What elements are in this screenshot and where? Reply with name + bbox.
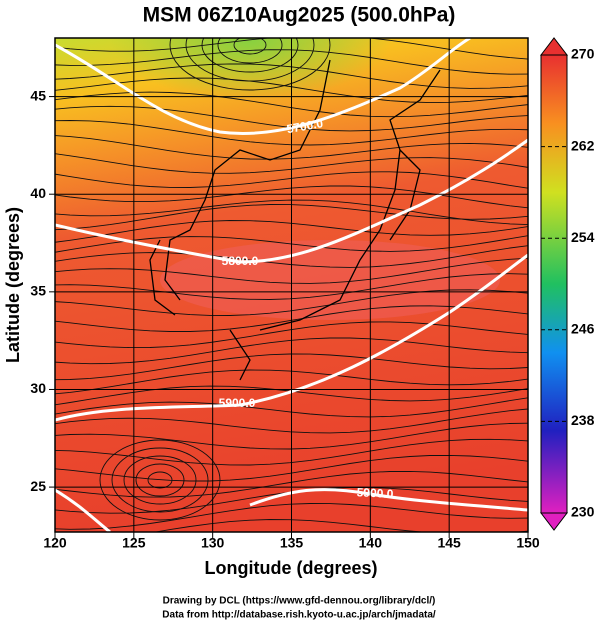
footer-line: Data from http://database.rish.kyoto-u.a… <box>162 610 436 621</box>
streamline <box>55 470 528 498</box>
x-axis-label: Longitude (degrees) <box>204 558 377 578</box>
vortex-streamline <box>111 447 209 513</box>
x-tick-label: 145 <box>437 535 461 551</box>
x-tick-label: 120 <box>43 535 67 551</box>
streamline <box>55 245 528 268</box>
colorbar-scale <box>540 54 568 514</box>
contour-line <box>55 253 528 422</box>
colorbar-tick-label: 230 <box>571 504 595 520</box>
vortex-streamline <box>233 38 267 55</box>
colorbar: 230 238 246 254 262 270 <box>539 37 595 531</box>
streamline <box>55 321 528 349</box>
streamline <box>55 273 528 300</box>
streamline <box>55 204 528 231</box>
colorbar-top-extension <box>539 37 569 56</box>
warm-band <box>160 240 500 320</box>
streamline <box>55 199 528 225</box>
streamline <box>55 422 528 450</box>
x-tick-label: 140 <box>359 535 383 551</box>
vortex-streamline <box>147 471 173 489</box>
contour-label: 5700.0 <box>286 116 325 136</box>
vortex-streamline <box>99 439 221 521</box>
contour-labels: 5700.0 5800.0 5900.0 5900.0 <box>219 116 394 501</box>
contours <box>55 38 528 532</box>
streamline <box>55 153 528 174</box>
streamline <box>55 289 528 316</box>
colorbar-tick-label: 262 <box>571 137 595 153</box>
streamline <box>55 135 528 160</box>
colorbar-tick-label: 238 <box>571 412 595 428</box>
streamline <box>55 337 528 365</box>
contour-label: 5900.0 <box>356 485 394 501</box>
y-tick-label: 30 <box>30 380 46 396</box>
axes: 120 125 130 135 140 145 150 25 30 35 40 45 <box>30 87 539 550</box>
y-tick-label: 25 <box>30 478 46 494</box>
streamline <box>55 105 528 132</box>
streamline <box>55 220 528 243</box>
streamline <box>55 77 528 104</box>
streamline <box>55 503 528 530</box>
vortex-streamline <box>217 38 283 64</box>
streamline <box>55 257 528 284</box>
streamline <box>55 369 528 395</box>
streamline <box>55 171 528 189</box>
streamline <box>55 487 528 514</box>
colorbar-tick-label: 270 <box>571 46 595 62</box>
streamline <box>55 454 528 482</box>
streamlines <box>55 38 528 532</box>
colorbar-tick-label: 254 <box>571 229 595 245</box>
vortex-streamline <box>169 38 331 91</box>
y-axis-label: Latitude (degrees) <box>3 207 23 363</box>
colorbar-bottom-extension <box>539 512 569 531</box>
colorbar-tick-label: 246 <box>571 321 595 337</box>
coastline <box>149 59 441 381</box>
contour-label: 5900.0 <box>219 396 256 410</box>
vortex-streamline <box>185 38 315 82</box>
cold-region <box>110 38 390 100</box>
vortex-streamline <box>135 463 185 497</box>
streamline <box>55 353 528 381</box>
map-area: 5700.0 5800.0 5900.0 5900.0 <box>55 38 528 532</box>
contour-line <box>55 138 528 264</box>
contour-label: 5800.0 <box>222 254 259 268</box>
streamline <box>55 235 528 253</box>
title: MSM 06Z10Aug2025 (500.0hPa) <box>143 4 456 27</box>
streamline <box>55 408 528 434</box>
streamline <box>55 38 528 60</box>
graticule <box>55 38 528 532</box>
y-tick-label: 40 <box>30 185 46 201</box>
footer-line: Drawing by DCL (https://www.gfd-dennou.o… <box>163 596 436 607</box>
x-tick-label: 125 <box>122 535 146 551</box>
streamline <box>55 305 528 332</box>
x-tick-label: 135 <box>280 535 304 551</box>
streamline <box>55 91 528 118</box>
streamline <box>55 397 528 418</box>
vortex-streamline <box>123 455 197 505</box>
streamline <box>55 120 528 146</box>
x-tick-label: 130 <box>201 535 225 551</box>
y-tick-label: 35 <box>30 283 46 299</box>
y-tick-label: 45 <box>30 87 46 103</box>
streamline <box>55 49 528 75</box>
x-tick-label: 150 <box>516 535 540 551</box>
streamline <box>55 185 528 209</box>
streamline <box>153 519 528 532</box>
vortex-streamline <box>201 38 299 73</box>
contour-line <box>55 38 471 135</box>
